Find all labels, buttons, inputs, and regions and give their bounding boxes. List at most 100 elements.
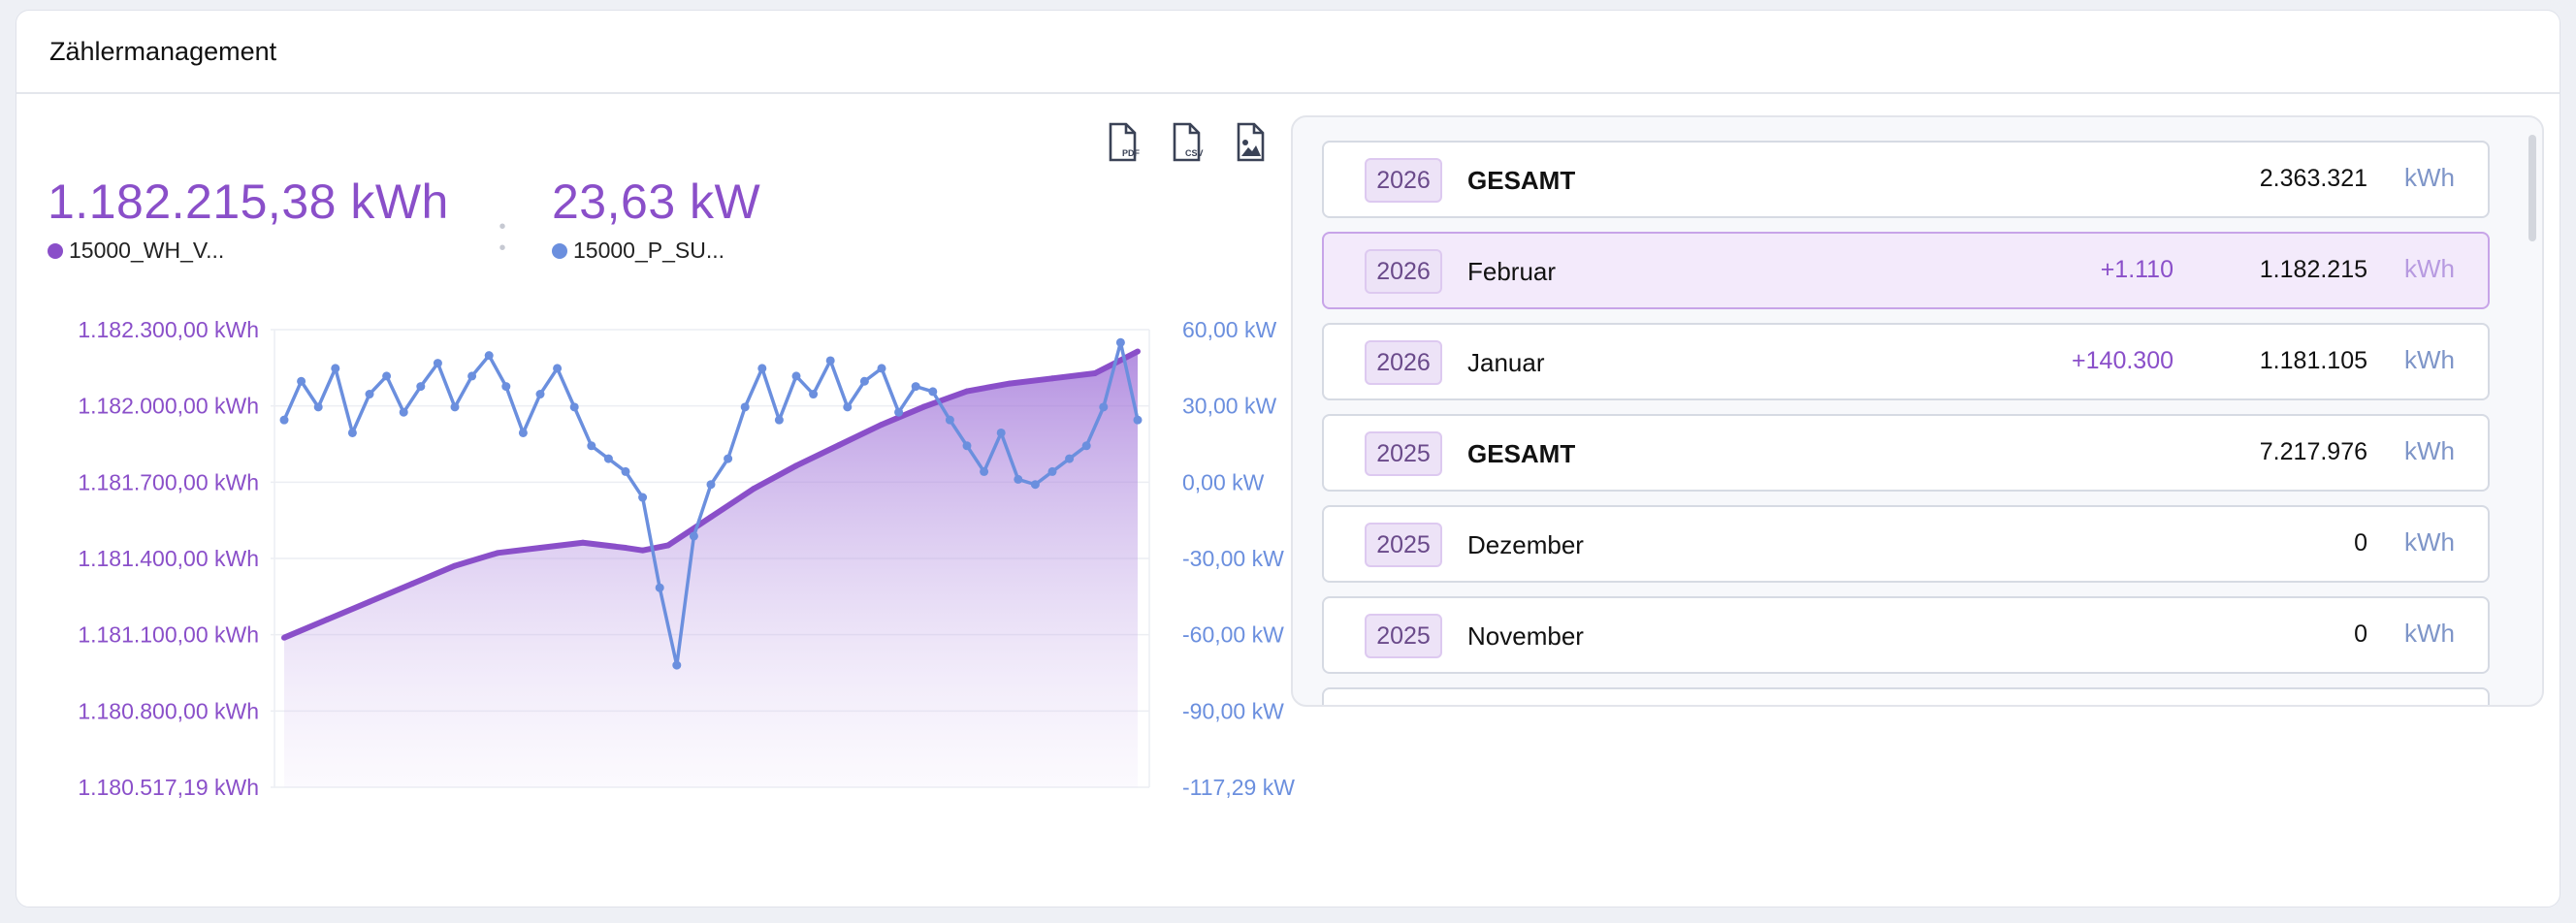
export-toolbar: PDF CSV [1103, 121, 1270, 164]
right-axis-tick: -117,29 kW [1182, 775, 1295, 800]
year-badge: 2025 [1365, 614, 1442, 658]
year-badge: 2025 [1365, 523, 1442, 567]
energy-point [452, 562, 458, 569]
period-value: 0 [2354, 529, 2367, 557]
energy-point [964, 388, 970, 395]
power-series-dot [552, 242, 567, 259]
period-label: GESAMT [1467, 439, 1576, 468]
period-row-partial[interactable] [1322, 687, 2490, 705]
power-point [859, 376, 869, 386]
energy-point [580, 539, 586, 546]
energy-point [281, 634, 287, 641]
period-row[interactable]: 2026 Februar +1.110 1.182.215 kWh [1322, 232, 2490, 309]
power-point [809, 390, 819, 399]
period-list-panel[interactable]: 2026 GESAMT 2.363.321 kWh 2026 Februar +1.110 1… [1291, 115, 2544, 707]
energy-point [639, 547, 646, 554]
energy-point [495, 550, 500, 557]
energy-point [409, 581, 415, 588]
energy-kpi: 1.182.215,38 kWh 15000_WH_V... [48, 174, 449, 264]
left-axis-tick: 1.181.400,00 kWh [78, 546, 259, 571]
energy-point [324, 617, 330, 623]
power-kpi-value: 23,63 kW [552, 175, 761, 229]
period-value: 1.182.215 [2259, 256, 2367, 283]
right-axis-tick: 30,00 kW [1182, 394, 1276, 419]
energy-point [1135, 348, 1141, 355]
period-row[interactable]: 2026 GESAMT 2.363.321 kWh [1322, 141, 2490, 218]
year-badge: 2026 [1365, 249, 1442, 294]
period-unit: kWh [2404, 254, 2455, 283]
power-point [467, 371, 477, 381]
meter-management-card: Zählermanagement PDF CSV [16, 10, 2560, 907]
scrollbar[interactable] [2528, 135, 2536, 241]
power-point [1115, 337, 1125, 347]
power-point [928, 387, 938, 397]
power-point [945, 415, 954, 425]
energy-point [1007, 380, 1013, 387]
power-point [399, 407, 408, 417]
energy-point [921, 403, 927, 410]
right-axis-tick: 0,00 kW [1182, 469, 1265, 494]
left-axis-tick: 1.181.100,00 kWh [78, 622, 259, 648]
left-axis-tick: 1.180.800,00 kWh [78, 698, 259, 723]
period-row[interactable]: 2025 GESAMT 7.217.976 kWh [1322, 414, 2490, 492]
energy-kpi-value: 1.182.215,38 kWh [48, 175, 449, 229]
power-point [501, 382, 511, 392]
power-point [553, 364, 563, 373]
power-point [825, 356, 835, 366]
energy-series-dot [48, 242, 63, 259]
period-row[interactable]: 2026 Januar +140.300 1.181.105 kWh [1322, 323, 2490, 400]
power-point [416, 382, 426, 392]
energy-series-name: 15000_WH_V... [69, 238, 225, 263]
energy-point [751, 486, 757, 493]
period-unit: kWh [2404, 163, 2455, 192]
power-series-name: 15000_P_SU... [573, 238, 725, 263]
power-point [569, 402, 579, 412]
energy-area [284, 351, 1138, 787]
year-badge: 2026 [1365, 340, 1442, 385]
chart-svg[interactable]: 1.182.300,00 kWh 60,00 kW 1.182.000,00 kWh… [16, 297, 1306, 811]
power-point [587, 441, 596, 451]
power-point [1030, 480, 1040, 490]
left-axis-tick: 1.182.000,00 kWh [78, 394, 259, 419]
period-label: November [1467, 621, 1584, 651]
pdf-export-icon[interactable]: PDF [1103, 121, 1142, 164]
power-point [791, 371, 801, 381]
power-point [347, 428, 357, 437]
power-point [689, 531, 698, 541]
right-axis-tick: -60,00 kW [1182, 622, 1284, 648]
power-point [313, 402, 323, 412]
power-point [1047, 466, 1057, 476]
power-point [757, 364, 767, 373]
energy-point [665, 542, 671, 549]
power-point [980, 466, 989, 476]
year-badge: 2025 [1365, 431, 1442, 476]
period-value: 1.181.105 [2259, 347, 2367, 374]
period-label: Februar [1467, 257, 1557, 286]
energy-point [623, 545, 628, 552]
power-point [962, 441, 972, 451]
period-list: 2026 GESAMT 2.363.321 kWh 2026 Februar +1.110 1… [1322, 141, 2490, 705]
energy-kpi-legend: 15000_WH_V... [48, 238, 449, 264]
period-label: GESAMT [1467, 166, 1576, 195]
energy-point [1049, 375, 1055, 382]
energy-point [836, 442, 842, 449]
power-point [911, 382, 920, 392]
kpi-separator: • • [499, 216, 506, 259]
period-unit: kWh [2404, 345, 2455, 374]
period-unit: kWh [2404, 436, 2455, 465]
period-unit: kWh [2404, 527, 2455, 557]
period-delta: +1.110 [2100, 256, 2174, 283]
csv-export-icon[interactable]: CSV [1167, 121, 1206, 164]
left-axis-tick: 1.180.517,19 kWh [78, 775, 259, 800]
meter-chart[interactable]: 1.182.300,00 kWh 60,00 kW 1.182.000,00 kWh… [16, 297, 1306, 811]
power-kpi-legend: 15000_P_SU... [552, 238, 760, 264]
energy-line [282, 348, 1140, 641]
period-row[interactable]: 2025 November 0 kWh [1322, 596, 2490, 674]
power-point [877, 364, 886, 373]
power-point [1014, 474, 1023, 484]
power-point [894, 407, 904, 417]
period-row[interactable]: 2025 Dezember 0 kWh [1322, 505, 2490, 583]
power-point [774, 415, 784, 425]
power-point [603, 454, 613, 463]
image-export-icon[interactable] [1231, 121, 1270, 164]
